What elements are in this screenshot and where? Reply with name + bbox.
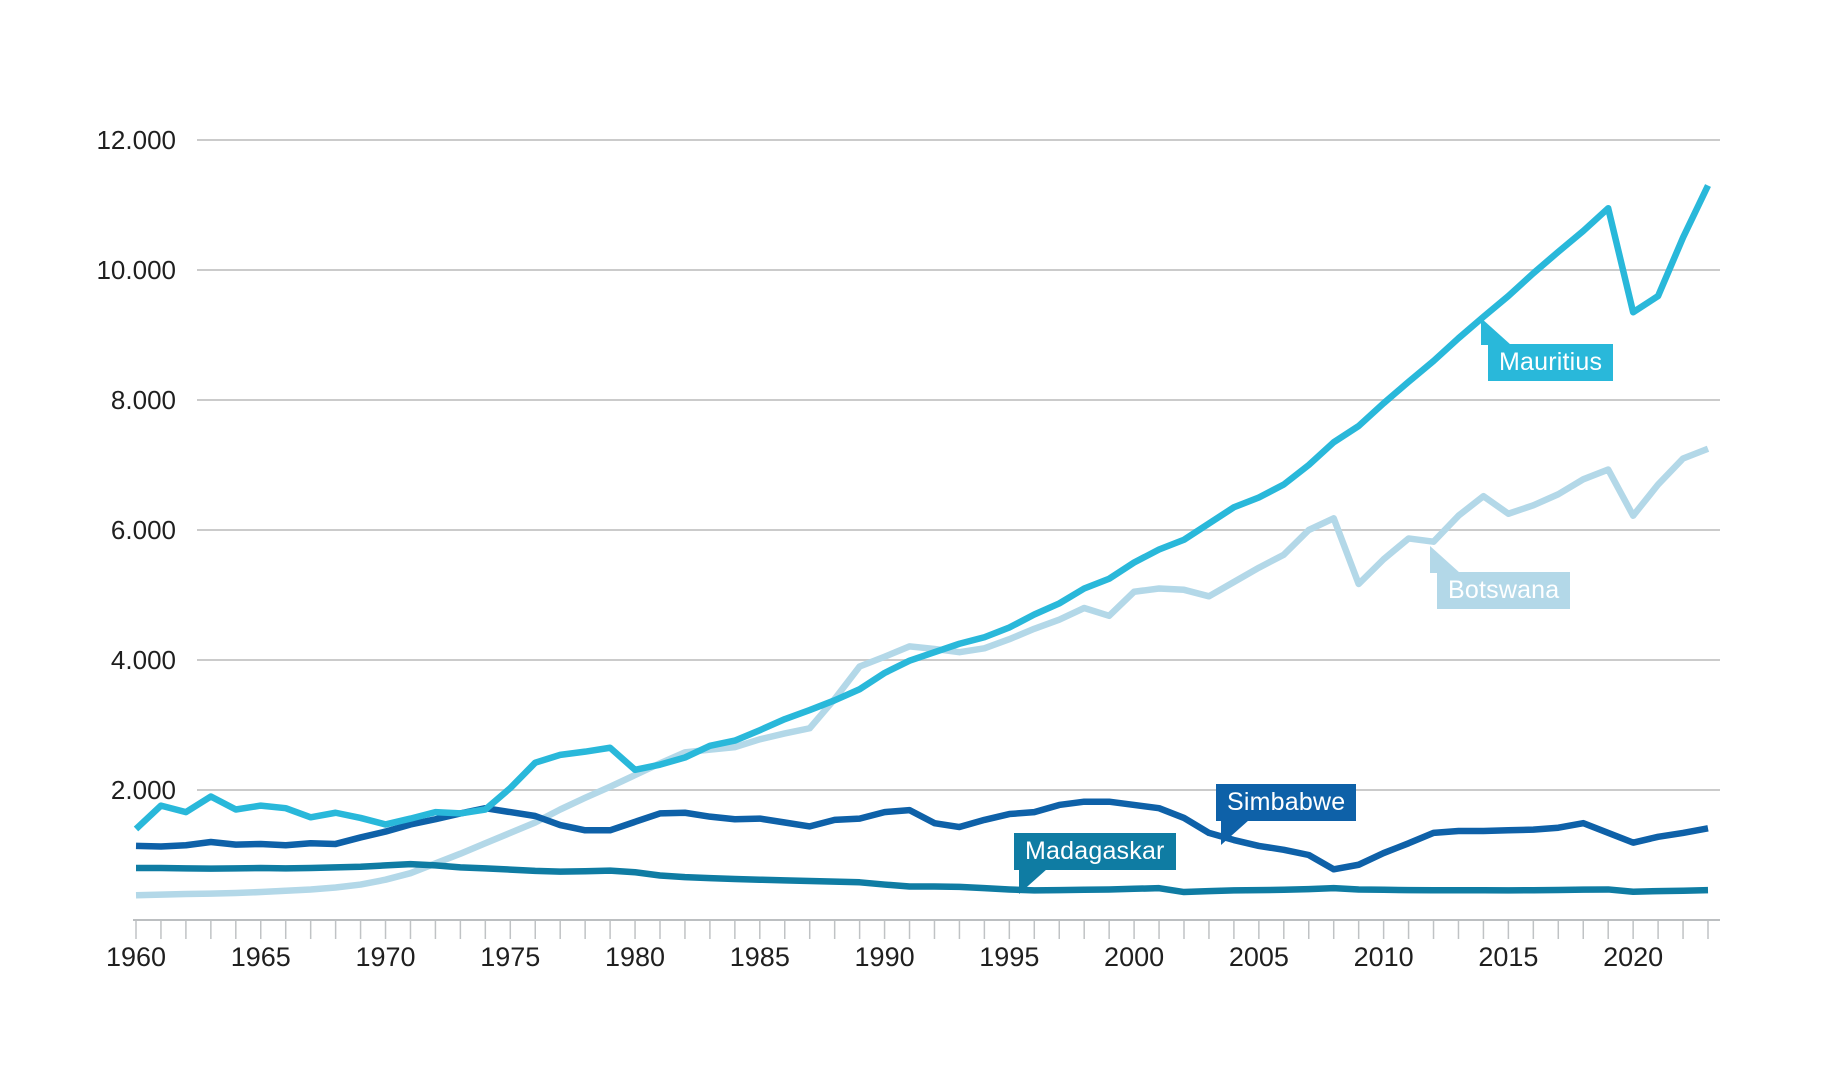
x-axis-label: 2010: [1354, 942, 1414, 972]
annotation-badge-mauritius: Mauritius: [1480, 318, 1614, 381]
x-axis-label: 2000: [1104, 942, 1164, 972]
x-axis-label: 1990: [855, 942, 915, 972]
x-axis-label: 1995: [979, 942, 1039, 972]
x-axis-label: 1960: [106, 942, 166, 972]
y-axis-label: 8.000: [111, 385, 176, 415]
annotation-badge-madagaskar: Madagaskar: [1014, 833, 1176, 894]
annotation-badge-botswana: Botswana: [1429, 546, 1571, 609]
x-axis-label: 1965: [231, 942, 291, 972]
y-axis-label: 10.000: [96, 255, 176, 285]
x-axis-label: 1970: [355, 942, 415, 972]
y-axis-label: 6.000: [111, 515, 176, 545]
series-line-madagaskar: [136, 860, 1709, 896]
y-axis-label: 4.000: [111, 645, 176, 675]
x-axis-label: 2005: [1229, 942, 1289, 972]
x-axis-label: 2015: [1478, 942, 1538, 972]
y-axis-label: 12.000: [96, 125, 176, 155]
x-axis-label: 1975: [480, 942, 540, 972]
series-line-mauritius: [133, 184, 1711, 832]
series-line-simbabwe: [135, 798, 1709, 873]
x-axis-label: 1985: [730, 942, 790, 972]
y-axis-label: 2.000: [111, 775, 176, 805]
series-line-botswana: [135, 445, 1710, 899]
x-axis-label: 1980: [605, 942, 665, 972]
annotation-badge-simbabwe: Simbabwe: [1216, 784, 1357, 845]
x-axis-label: 2020: [1603, 942, 1663, 972]
